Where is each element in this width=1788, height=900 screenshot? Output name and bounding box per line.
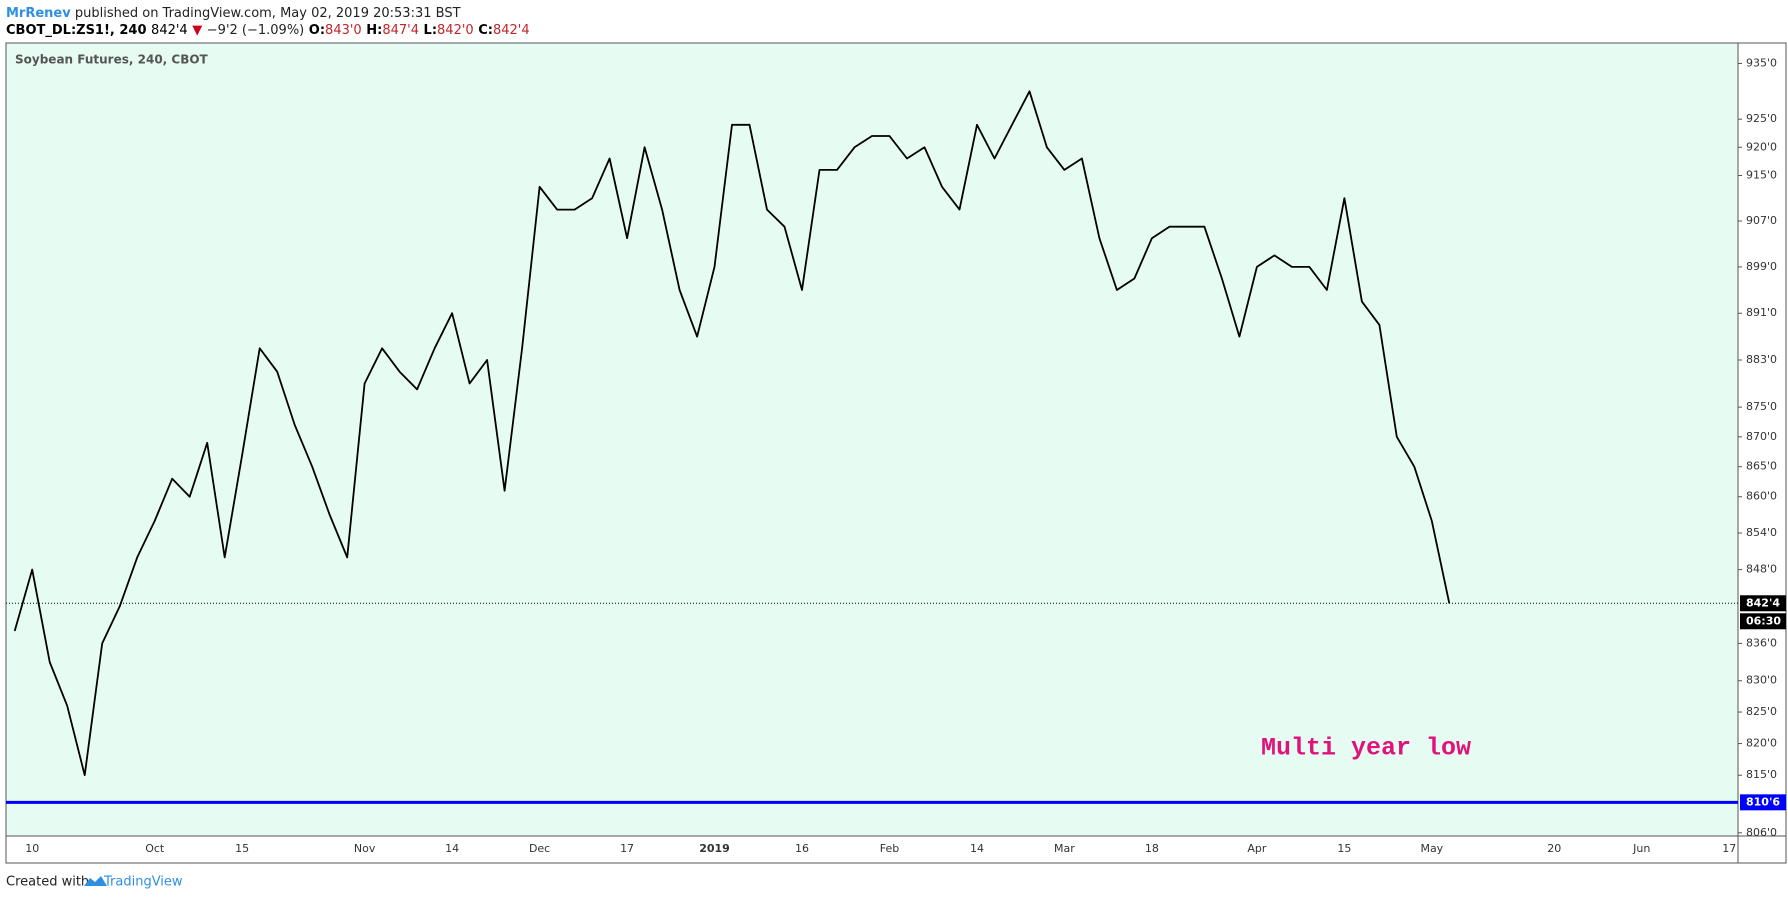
ohlc-label: C:: [478, 23, 493, 38]
ohlc-value: 843'0: [325, 23, 362, 38]
x-tick-label: 2019: [699, 842, 730, 855]
plot-area: [6, 43, 1738, 836]
y-tick-label: 830'0: [1746, 674, 1777, 687]
published: published on TradingView.com, May 02, 20…: [75, 6, 461, 21]
ohlc-value: 842'4: [493, 23, 530, 38]
price-label-box: [1740, 595, 1786, 612]
logo: [84, 876, 107, 886]
x-tick-label: 20: [1547, 842, 1561, 855]
x-tick-label: May: [1420, 842, 1443, 855]
y-tick-label: 806'0: [1746, 826, 1777, 839]
price-label-box: [1740, 794, 1786, 811]
y-tick-label: 899'0: [1746, 260, 1777, 273]
x-tick-label: 17: [1722, 842, 1736, 855]
symbol: CBOT_DL:ZS1!, 240: [6, 23, 147, 38]
x-tick-label: Nov: [354, 842, 376, 855]
y-tick-label: 820'0: [1746, 737, 1777, 750]
y-tick-label: 920'0: [1746, 140, 1777, 153]
y-tick-label: 935'0: [1746, 56, 1777, 69]
x-tick-label: Dec: [529, 842, 550, 855]
y-tick-label: 915'0: [1746, 169, 1777, 182]
ohlc-label: H:: [366, 23, 382, 38]
price-label: 842'4: [1746, 596, 1780, 609]
x-tick-label: Feb: [880, 842, 899, 855]
ohlc-value: 842'0: [437, 23, 474, 38]
ohlc-label: O:: [309, 23, 325, 38]
x-tick-label: 14: [445, 842, 459, 855]
change: −9'2 (−1.09%): [207, 23, 304, 38]
x-tick-label: 17: [620, 842, 634, 855]
y-tick-label: 860'0: [1746, 490, 1777, 503]
y-tick-label: 836'0: [1746, 636, 1777, 649]
countdown: 06:30: [1746, 614, 1781, 627]
x-tick-label: Mar: [1054, 842, 1075, 855]
x-tick-label: 16: [795, 842, 809, 855]
x-tick-label: 18: [1145, 842, 1159, 855]
y-tick-label: 925'0: [1746, 112, 1777, 125]
y-tick-label: 854'0: [1746, 526, 1777, 539]
last: 842'4: [151, 23, 188, 38]
author[interactable]: MrRenev: [6, 6, 71, 21]
x-tick-label: 15: [235, 842, 249, 855]
footer-text: Created with: [6, 875, 89, 890]
chart-title: Soybean Futures, 240, CBOT: [15, 53, 209, 67]
y-tick-label: 883'0: [1746, 353, 1777, 366]
x-tick-label: Jun: [1632, 842, 1650, 855]
ohlc-label: L:: [424, 23, 437, 38]
y-tick-label: 865'0: [1746, 460, 1777, 473]
price-line: [13, 90, 1451, 777]
y-tick-label: 891'0: [1746, 306, 1777, 319]
annotation: Multi year low: [1261, 734, 1471, 763]
y-tick-label: 848'0: [1746, 563, 1777, 576]
y-tick-label: 815'0: [1746, 768, 1777, 781]
price-label: 810'6: [1746, 795, 1780, 808]
countdown-box: [1740, 613, 1786, 630]
y-tick-label: 825'0: [1746, 705, 1777, 718]
x-tick-label: 10: [25, 842, 39, 855]
y-tick-label: 870'0: [1746, 430, 1777, 443]
header-line: MrRenev published on TradingView.com, Ma…: [6, 6, 461, 21]
x-tick-label: 15: [1337, 842, 1351, 855]
x-tick-label: Oct: [145, 842, 165, 855]
ohlc-value: 847'4: [382, 23, 419, 38]
symbol-line: CBOT_DL:ZS1!, 240 842'4 ▼ −9'2 (−1.09%) …: [6, 23, 530, 38]
x-tick-label: Apr: [1247, 842, 1267, 855]
footer-brand[interactable]: TradingView: [103, 875, 183, 890]
y-tick-label: 907'0: [1746, 214, 1777, 227]
x-tick-label: 14: [970, 842, 984, 855]
y-tick-label: 875'0: [1746, 400, 1777, 413]
frame: [5, 42, 1787, 864]
arrow: ▼: [192, 23, 202, 38]
